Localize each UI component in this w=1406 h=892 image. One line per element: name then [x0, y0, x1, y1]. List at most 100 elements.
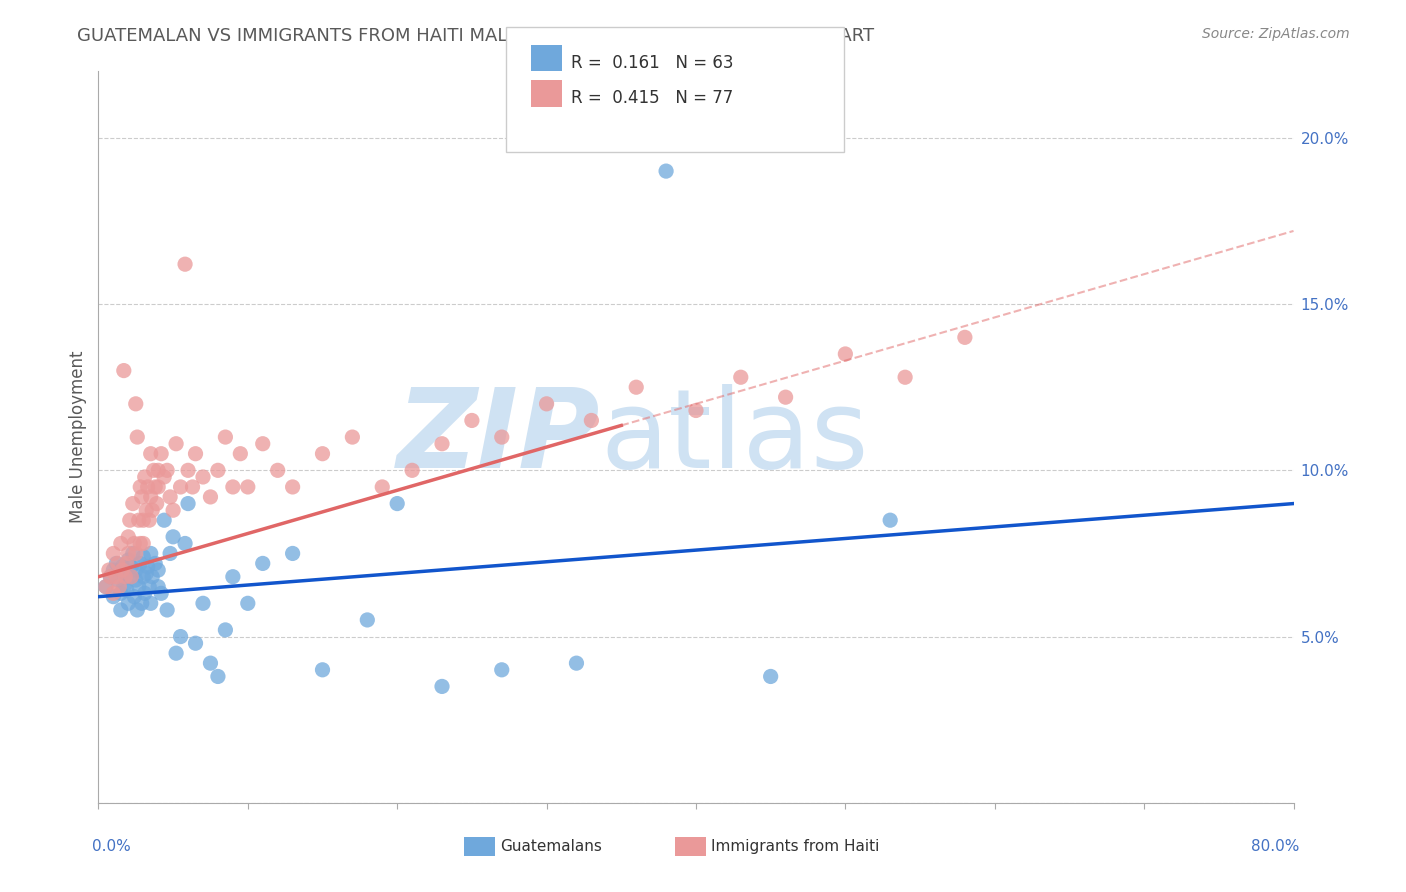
Point: [127, 430, 149, 444]
Point: [117, 596, 139, 610]
Point: [124, 536, 146, 550]
Point: [134, 470, 156, 484]
Point: [118, 513, 141, 527]
Point: [267, 463, 290, 477]
Point: [626, 380, 648, 394]
Point: [132, 549, 155, 564]
Point: [655, 164, 678, 178]
Point: [177, 463, 200, 477]
Point: [107, 557, 129, 571]
Point: [115, 582, 138, 597]
Point: [136, 559, 159, 574]
Point: [252, 436, 274, 450]
Point: [107, 573, 129, 587]
Point: [139, 447, 162, 461]
Point: [132, 570, 155, 584]
Point: [430, 436, 453, 450]
Point: [191, 596, 214, 610]
Point: [128, 513, 150, 527]
Point: [131, 490, 153, 504]
Point: [139, 596, 162, 610]
Point: [148, 463, 170, 477]
Point: [112, 363, 135, 377]
Point: [129, 557, 152, 571]
Point: [159, 490, 181, 504]
Point: [150, 586, 173, 600]
Point: [207, 669, 229, 683]
Point: [129, 536, 152, 550]
Text: Immigrants from Haiti: Immigrants from Haiti: [711, 839, 880, 854]
Text: atlas: atlas: [600, 384, 869, 491]
Point: [536, 397, 558, 411]
Point: [200, 490, 222, 504]
Point: [117, 530, 139, 544]
Point: [953, 330, 976, 344]
Point: [162, 503, 184, 517]
Point: [138, 580, 160, 594]
Point: [174, 257, 197, 271]
Point: [222, 480, 245, 494]
Point: [153, 513, 176, 527]
Point: [115, 557, 138, 571]
Point: [730, 370, 752, 384]
Point: [132, 536, 155, 550]
Point: [103, 590, 125, 604]
Point: [222, 570, 245, 584]
Point: [461, 413, 484, 427]
Point: [98, 570, 122, 584]
Point: [775, 390, 797, 404]
Point: [834, 347, 856, 361]
Point: [142, 463, 165, 477]
Text: R =  0.161   N = 63: R = 0.161 N = 63: [571, 54, 734, 71]
Text: Source: ZipAtlas.com: Source: ZipAtlas.com: [1202, 27, 1350, 41]
Point: [131, 596, 153, 610]
Point: [207, 463, 229, 477]
Point: [103, 546, 125, 560]
Point: [127, 603, 149, 617]
Point: [120, 570, 142, 584]
Point: [110, 536, 132, 550]
Point: [430, 680, 453, 694]
Point: [110, 586, 132, 600]
Point: [141, 570, 163, 584]
Point: [184, 447, 207, 461]
Point: [125, 563, 148, 577]
Point: [139, 546, 162, 560]
Point: [148, 580, 170, 594]
Point: [117, 546, 139, 560]
Point: [141, 503, 163, 517]
Point: [156, 603, 179, 617]
Point: [117, 553, 139, 567]
Point: [136, 480, 159, 494]
Point: [229, 447, 252, 461]
Point: [165, 436, 187, 450]
Point: [128, 580, 150, 594]
Point: [143, 557, 166, 571]
Point: [401, 463, 423, 477]
Text: GUATEMALAN VS IMMIGRANTS FROM HAITI MALE UNEMPLOYMENT CORRELATION CHART: GUATEMALAN VS IMMIGRANTS FROM HAITI MALE…: [77, 27, 875, 45]
Point: [200, 656, 222, 670]
Point: [214, 623, 236, 637]
Point: [111, 563, 134, 577]
Point: [121, 546, 143, 560]
Point: [129, 480, 152, 494]
Point: [135, 566, 157, 581]
Point: [134, 586, 156, 600]
Point: [371, 480, 394, 494]
Point: [94, 580, 117, 594]
Point: [311, 447, 333, 461]
Point: [565, 656, 588, 670]
Point: [150, 447, 173, 461]
Point: [125, 397, 148, 411]
Point: [125, 573, 148, 587]
Point: [124, 590, 146, 604]
Point: [236, 596, 259, 610]
Point: [97, 563, 120, 577]
Point: [145, 497, 167, 511]
Point: [879, 513, 901, 527]
Point: [138, 513, 160, 527]
Point: [112, 580, 135, 594]
Point: [148, 563, 170, 577]
Point: [214, 430, 236, 444]
Y-axis label: Male Unemployment: Male Unemployment: [69, 351, 87, 524]
